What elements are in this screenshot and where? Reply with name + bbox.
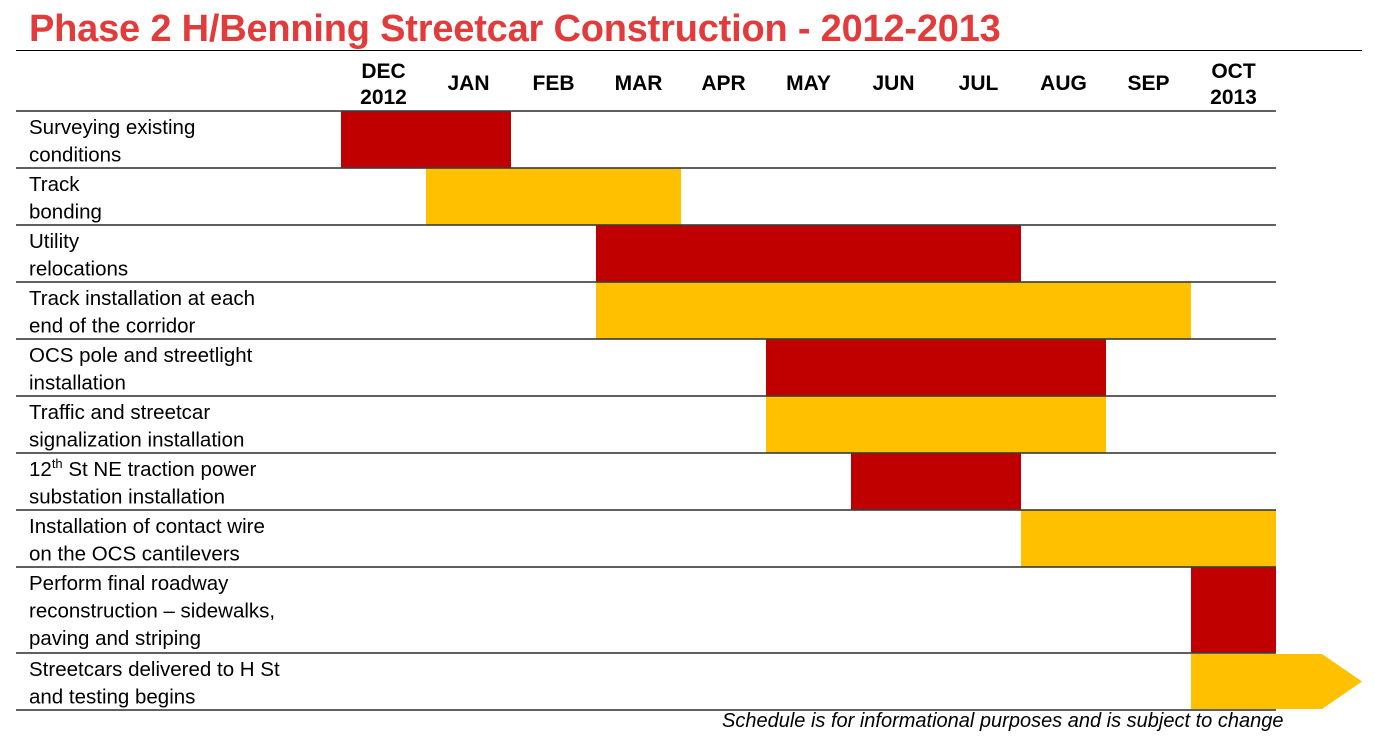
task-bar bbox=[1191, 654, 1362, 709]
task-bar bbox=[766, 339, 1106, 396]
month-label: OCT bbox=[1211, 60, 1256, 83]
task-label: Track bbox=[29, 173, 80, 196]
chart-title: Phase 2 H/Benning Streetcar Construction… bbox=[29, 8, 1001, 50]
task-label: Perform final roadway bbox=[29, 572, 229, 595]
task-label: bonding bbox=[29, 201, 102, 224]
task-bar bbox=[851, 453, 1021, 510]
schedule-footnote: Schedule is for informational purposes a… bbox=[722, 710, 1284, 732]
task-label: Installation of contact wire bbox=[29, 515, 265, 538]
task-bar bbox=[766, 396, 1106, 453]
month-label: 2012 bbox=[360, 86, 407, 109]
task-label: on the OCS cantilevers bbox=[29, 543, 240, 566]
task-bar bbox=[1021, 510, 1276, 567]
task-bar bbox=[341, 111, 511, 168]
task-label: Surveying existing bbox=[29, 116, 195, 139]
month-label: JUN bbox=[872, 72, 914, 95]
month-label: MAR bbox=[615, 72, 663, 95]
month-label: AUG bbox=[1040, 72, 1087, 95]
month-label: SEP bbox=[1127, 72, 1169, 95]
month-label: DEC bbox=[361, 60, 405, 83]
month-label: JAN bbox=[447, 72, 489, 95]
task-label: 12th St NE traction power bbox=[29, 456, 257, 481]
month-label: MAY bbox=[786, 72, 831, 95]
task-label: paving and striping bbox=[29, 627, 201, 650]
task-bar bbox=[1191, 567, 1276, 653]
month-label: APR bbox=[701, 72, 745, 95]
title-divider bbox=[16, 50, 1362, 51]
task-label: Traffic and streetcar bbox=[29, 401, 210, 424]
task-label: signalization installation bbox=[29, 429, 244, 452]
task-label: relocations bbox=[29, 258, 128, 281]
month-label: JUL bbox=[959, 72, 999, 95]
task-label: Streetcars delivered to H St bbox=[29, 658, 280, 681]
task-bar bbox=[596, 225, 1021, 282]
task-label: substation installation bbox=[29, 486, 225, 509]
task-label: installation bbox=[29, 372, 126, 395]
task-label: Utility bbox=[29, 230, 80, 253]
task-bar bbox=[596, 282, 1191, 339]
task-label: end of the corridor bbox=[29, 315, 196, 338]
task-label: reconstruction – sidewalks, bbox=[29, 600, 275, 623]
month-label: 2013 bbox=[1210, 86, 1257, 109]
task-label: conditions bbox=[29, 144, 121, 167]
task-label: and testing begins bbox=[29, 686, 195, 709]
month-label: FEB bbox=[533, 72, 575, 95]
task-bar bbox=[426, 168, 681, 225]
task-label: Track installation at each bbox=[29, 287, 255, 310]
task-label: OCS pole and streetlight bbox=[29, 344, 253, 367]
